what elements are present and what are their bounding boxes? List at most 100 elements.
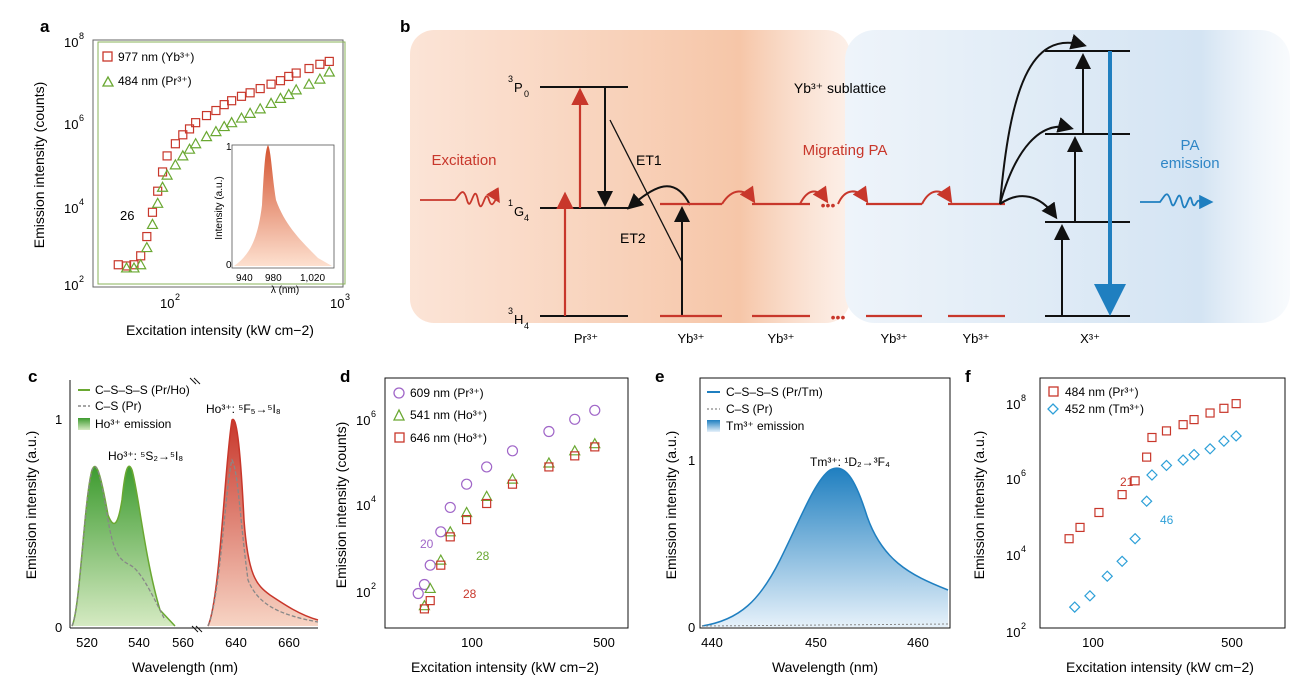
panel-a-point (265, 97, 278, 109)
panel-f-slope: 46 (1160, 513, 1174, 527)
panel-e-frame (699, 377, 951, 629)
legend-triangle-marker (392, 408, 406, 421)
panel-d-point (444, 525, 457, 537)
panel-d-point (445, 532, 455, 542)
panel-a-legend: 977 nm (Yb³⁺) 484 nm (Pr³⁺) (101, 50, 194, 88)
panel-f-point (1142, 452, 1152, 462)
panel-f-point (1219, 403, 1229, 413)
panel-d-point (482, 498, 492, 509)
x-levels (1045, 50, 1130, 317)
pr-level-labels: 3 P 0 1 G 4 3 H 4 (508, 74, 529, 331)
panel-f-point (1147, 432, 1157, 443)
panel-a-ytick-exp: 2 (79, 274, 84, 284)
panel-d-xtick: 100 (461, 635, 483, 650)
panel-d-point (589, 404, 601, 416)
panel-label-d: d (340, 367, 350, 386)
panel-f-ytick: 10 (1006, 397, 1020, 412)
panel-label-f: f (965, 367, 971, 386)
green-spectrum-fill (72, 466, 175, 626)
panel-a-point (275, 76, 286, 86)
panel-a-point (161, 168, 174, 180)
migration-arrow (837, 185, 869, 205)
ion-label: Pr³⁺ (574, 331, 598, 346)
panel-f-ylabel: Emission intensity (a.u.) (971, 431, 987, 580)
level-sub: 0 (524, 89, 529, 99)
panel-a-point (245, 88, 255, 98)
panel-c-annotation-1: Ho³⁺: ⁵S₂→⁵I₈ (108, 449, 183, 463)
panel-a-xtick-exp: 2 (175, 292, 180, 302)
panel-f-ytick-exp: 2 (1021, 621, 1026, 631)
panel-c-xtick: 660 (278, 635, 300, 650)
panel-a-legend-1: 977 nm (Yb³⁺) (118, 50, 194, 64)
ion-label: Yb³⁺ (962, 331, 989, 346)
panel-d-slope: 28 (463, 587, 477, 601)
panel-c-annotation-2: Ho³⁺: ⁵F₅→⁵I₈ (206, 402, 281, 416)
panel-f-point (1230, 430, 1242, 442)
panel-a-point (291, 68, 301, 78)
panel-label-c: c (28, 367, 37, 386)
panel-e-ylabel: Emission intensity (a.u.) (663, 431, 679, 580)
panel-f-point (1231, 399, 1241, 409)
panel-e-ytick: 0 (688, 620, 695, 635)
pa-emission-label-1: PA (1181, 137, 1200, 154)
panel-e-annotation: Tm³⁺: ¹D₂→³F₄ (810, 455, 890, 469)
panel-d-ytick-exp: 4 (371, 494, 376, 504)
panel-a-point (290, 83, 303, 95)
panel-f-xtick: 500 (1221, 635, 1243, 650)
panel-e-xlabel: Wavelength (nm) (772, 659, 878, 675)
panel-a-ytick: 10 (64, 35, 78, 50)
panel-f-point (1116, 555, 1128, 568)
panel-e-legend: C–S–S–S (Pr/Tm) C–S (Pr) Tm³⁺ emission (707, 385, 823, 433)
panel-a-point (120, 261, 133, 273)
emission-wave (1140, 193, 1214, 210)
panel-a-plot-border (97, 41, 346, 285)
panel-d-point (460, 506, 473, 518)
transfer-arrow (999, 34, 1087, 205)
panel-a-point (219, 100, 229, 110)
panel-c-xtick: 540 (128, 635, 150, 650)
panel-f-point (1068, 601, 1081, 613)
panel-f-point (1160, 459, 1173, 472)
panel-f-legend-1: 484 nm (Pr³⁺) (1065, 385, 1139, 399)
panel-d-point (569, 413, 581, 425)
panel-a-point (236, 91, 247, 101)
panel-d-point (434, 553, 447, 565)
panel-d-point (544, 462, 554, 472)
et1-label: ET1 (636, 152, 662, 168)
panel-d-frame (384, 377, 629, 629)
et2-line (609, 119, 683, 263)
panel-a-frame (92, 39, 344, 288)
level-sub: 4 (524, 213, 529, 223)
panel-f-point (1204, 442, 1216, 455)
axis-break (191, 625, 199, 633)
panel-f-point (1129, 532, 1141, 545)
tm-spectrum-line (701, 467, 949, 627)
panel-f-point (1075, 522, 1085, 533)
sublattice-label: Yb³⁺ sublattice (794, 80, 886, 96)
panel-d-point (419, 604, 430, 614)
panel-a-point (191, 118, 201, 128)
panel-c-ylabel: Emission intensity (a.u.) (23, 431, 39, 580)
panel-a-point (151, 197, 164, 208)
panel-a-yticks: 10 2 10 4 10 6 10 8 (64, 31, 84, 293)
panel-f-point (1178, 420, 1188, 430)
panel-label-b: b (400, 17, 410, 36)
panel-d-slope: 28 (476, 549, 490, 563)
panel-f-ytick-exp: 6 (1021, 468, 1026, 478)
inset-xtick: 1,020 (300, 273, 325, 284)
orange-background (410, 30, 850, 323)
panel-label-e: e (655, 367, 664, 386)
panel-f-ytick-exp: 8 (1021, 393, 1026, 403)
panel-a-inset: 1 0 Intensity (a.u.) 940 980 1,020 λ (nm… (214, 142, 335, 296)
panel-f-ytick: 10 (1006, 548, 1020, 563)
panel-f-slope: 21 (1120, 475, 1134, 489)
panel-a-point (178, 130, 188, 140)
panel-a-point (170, 139, 180, 149)
ion-labels: Pr³⁺ Yb³⁺ Yb³⁺ Yb³⁺ Yb³⁺ X³⁺ (574, 331, 1100, 346)
panel-c-xtick: 560 (172, 635, 194, 650)
panel-f-data (1064, 399, 1242, 613)
tm-spectrum-fill (702, 468, 948, 627)
migration-arrow (921, 185, 953, 205)
panel-c-xtick: 640 (225, 635, 247, 650)
